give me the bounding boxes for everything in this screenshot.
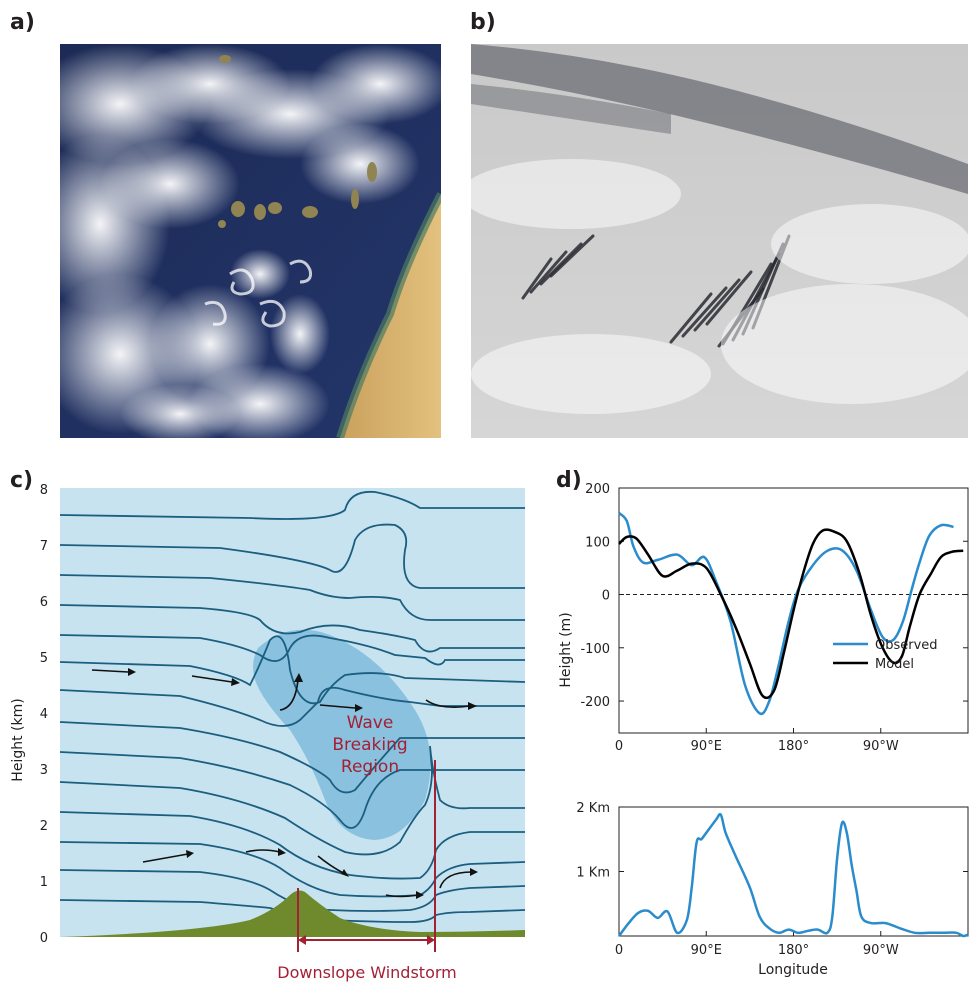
ytick-minus-200: -200 — [580, 695, 610, 710]
ytick-100: 100 — [585, 535, 610, 550]
xtick-90w: 90°W — [863, 943, 899, 958]
satellite-image-wave-clouds — [471, 44, 968, 438]
xtick-0: 0 — [615, 943, 623, 958]
ytick-0: 0 — [602, 589, 610, 604]
top-xticklabels: 0 90°E 180° 90°W — [615, 739, 899, 754]
ytick: 2 — [40, 819, 48, 834]
satellite-image-canary-islands — [60, 44, 441, 438]
region-label-line-3: Region — [341, 757, 399, 777]
panel-d-ylabel: Height (m) — [558, 612, 574, 687]
ytick-1km: 1 Km — [576, 866, 610, 881]
ytick: 8 — [40, 483, 48, 498]
observed-line — [618, 512, 954, 716]
bottom-chart-series — [618, 812, 969, 938]
downslope-windstorm-label: Downslope Windstorm — [277, 963, 456, 982]
windstorm-markers — [297, 760, 436, 952]
ytick-200: 200 — [585, 482, 610, 497]
region-label-line-2: Breaking — [332, 735, 407, 755]
panel-label-d: d) — [556, 468, 582, 493]
ytick: 1 — [40, 875, 48, 890]
panel-label-b: b) — [470, 10, 496, 35]
bottom-yticklabels: 2 Km 1 Km — [576, 801, 610, 881]
panel-d-svg: Height (m) 200 100 0 -100 -200 0 90°E 18… — [558, 482, 969, 978]
ytick: 0 — [40, 931, 48, 946]
panel-c-diagram: Height (km) — [0, 470, 540, 987]
satellite-image-b-drawing — [471, 44, 968, 438]
xtick-90w: 90°W — [863, 739, 899, 754]
ytick-minus-100: -100 — [580, 642, 610, 657]
xtick-180: 180° — [778, 943, 809, 958]
ytick: 7 — [40, 539, 48, 554]
mountain-terrain — [60, 890, 525, 937]
windstorm-arrow-right — [427, 935, 435, 945]
windstorm-arrow-left — [298, 935, 306, 945]
region-label-line-1: Wave — [347, 713, 394, 733]
panel-label-c: c) — [10, 468, 34, 493]
panel-c-yticks: 0 1 2 3 4 5 6 7 8 — [40, 483, 48, 946]
top-yticklabels: 200 100 0 -100 -200 — [580, 482, 610, 710]
satellite-image-a-drawing — [60, 44, 441, 438]
panel-c-ylabel: Height (km) — [10, 698, 26, 781]
legend-model-label: Model — [875, 657, 914, 672]
topography-line — [618, 812, 969, 938]
xtick-90e: 90°E — [691, 739, 722, 754]
ytick: 6 — [40, 595, 48, 610]
panel-label-a: a) — [10, 10, 35, 35]
top-chart-series — [618, 512, 964, 716]
panel-d-xlabel: Longitude — [758, 962, 828, 978]
xtick-90e: 90°E — [691, 943, 722, 958]
arrow-heads — [128, 668, 478, 899]
ytick-2km: 2 Km — [576, 801, 610, 816]
flow-arrows — [91, 669, 473, 898]
wave-breaking-svg: Height (km) — [10, 483, 526, 982]
streamlines — [59, 490, 526, 923]
wave-breaking-region-label: Wave Breaking Region — [332, 713, 407, 777]
bottom-xticklabels: 0 90°E 180° 90°W — [615, 943, 899, 958]
xtick-180: 180° — [778, 739, 809, 754]
legend: Observed Model — [833, 638, 938, 672]
model-line — [618, 528, 964, 700]
panel-d-charts: Height (m) 200 100 0 -100 -200 0 90°E 18… — [540, 470, 970, 987]
ytick: 3 — [40, 763, 48, 778]
ytick: 5 — [40, 651, 48, 666]
xtick-0: 0 — [615, 739, 623, 754]
legend-observed-label: Observed — [875, 638, 938, 653]
ytick: 4 — [40, 707, 48, 722]
